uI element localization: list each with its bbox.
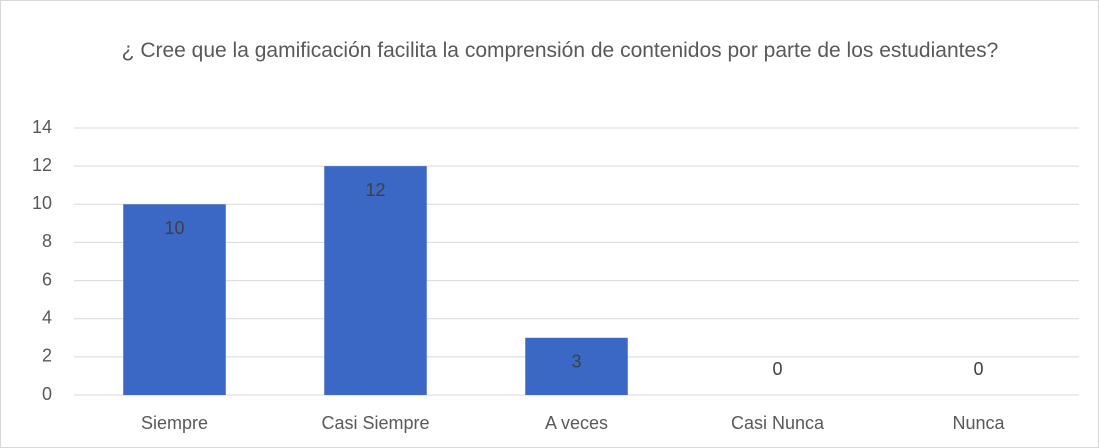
y-tick-label: 6	[42, 269, 52, 289]
bar	[525, 337, 628, 395]
y-tick-label: 8	[42, 231, 52, 251]
y-tick-label: 2	[42, 346, 52, 366]
data-label: 0	[973, 359, 983, 379]
x-tick-label: Nunca	[952, 413, 1005, 433]
data-label: 12	[365, 180, 385, 200]
y-tick-label: 10	[32, 193, 52, 213]
data-label: 3	[571, 352, 581, 372]
y-tick-label: 12	[32, 155, 52, 175]
data-label: 10	[164, 218, 184, 238]
y-tick-label: 14	[32, 117, 52, 137]
x-tick-label: Siempre	[141, 413, 208, 433]
x-tick-label: Casi Siempre	[321, 413, 429, 433]
bar	[123, 204, 226, 395]
y-tick-label: 4	[42, 307, 52, 327]
chart-title: ¿ Cree que la gamificación facilita la c…	[121, 39, 999, 62]
x-tick-label: Casi Nunca	[731, 413, 825, 433]
bar	[324, 166, 427, 395]
x-tick-label: A veces	[545, 413, 608, 433]
data-label: 0	[772, 359, 782, 379]
y-tick-label: 0	[42, 384, 52, 404]
